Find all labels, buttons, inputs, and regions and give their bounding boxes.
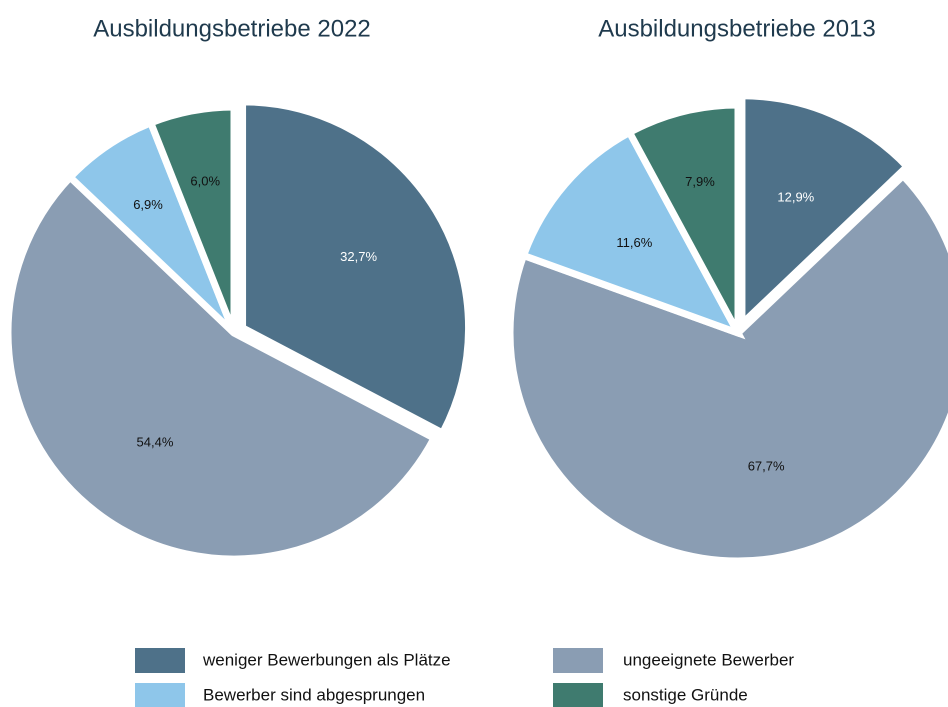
legend-swatch [553,683,603,707]
chart-title: Ausbildungsbetriebe 2013 [598,15,876,42]
data-label: 54,4% [137,435,174,450]
data-label: 6,0% [190,173,220,188]
legend-swatch [135,683,185,707]
pie-slice [506,170,948,565]
data-label: 11,6% [616,235,652,250]
pie-slice [146,103,238,335]
pie-slice [624,101,742,335]
legend-swatch [553,648,603,673]
pie-slice [519,127,746,340]
pie-slice [239,98,473,438]
legend-label: Bewerber sind abgesprungen [203,685,425,704]
data-label: 67,7% [748,458,785,473]
data-label: 6,9% [133,197,163,212]
chart-title: Ausbildungsbetriebe 2022 [93,15,371,42]
data-label: 32,7% [340,249,377,264]
legend-label: weniger Bewerbungen als Plätze [202,650,451,669]
legend-label: sonstige Gründe [623,685,748,704]
legend-swatch [135,648,185,673]
legend-label: ungeeignete Bewerber [623,650,794,669]
pie-slice [4,172,439,563]
data-label: 7,9% [685,174,715,189]
data-label: 12,9% [777,190,814,205]
pie-slice [738,92,912,332]
